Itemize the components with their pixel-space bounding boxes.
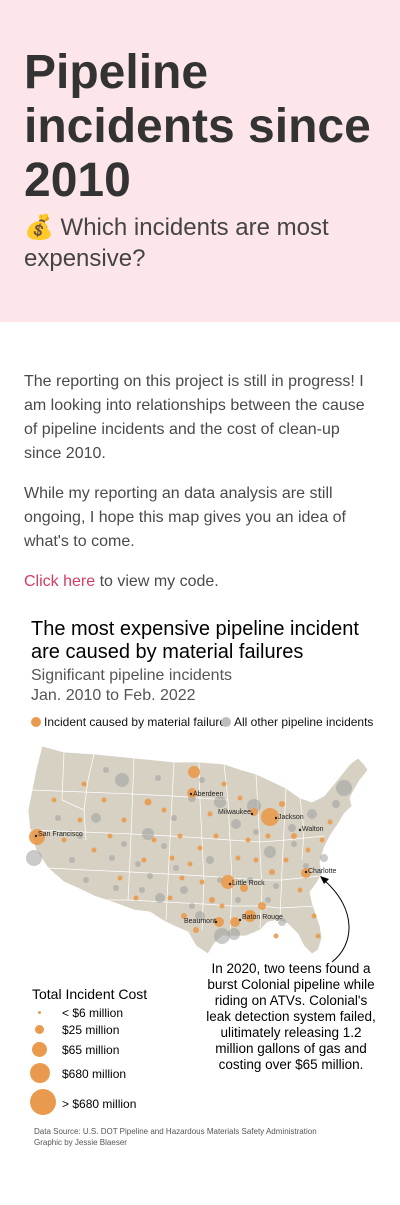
size-legend-row: $680 million [24, 1062, 204, 1088]
intro-paragraph-1: The reporting on this project is still i… [24, 373, 365, 462]
size-legend-label: > $680 million [62, 1097, 137, 1111]
graphic-subtitle-line-2: Jan. 2010 to Feb. 2022 [31, 687, 196, 704]
other-incident-dot-icon [221, 717, 231, 727]
size-circle-icon [32, 1042, 47, 1057]
page-subtitle: 💰 Which incidents are most expensive? [24, 214, 329, 272]
page-title: Pipeline incidents since 2010 [24, 46, 371, 207]
annotation-arrowhead-icon [320, 876, 329, 884]
city-label-walton: Walton [302, 826, 324, 833]
city-label-jackson: Jackson [278, 814, 304, 821]
size-legend-row: < $6 million [24, 1006, 204, 1032]
pipeline-map-graphic: The most expensive pipeline incident are… [24, 612, 384, 1157]
legend-other-label: All other pipeline incidents [234, 715, 374, 729]
size-circle-icon [30, 1089, 56, 1115]
size-legend-label: < $6 million [62, 1006, 124, 1020]
view-code-link[interactable]: Click here [24, 573, 96, 590]
graphic-title: The most expensive pipeline incident are… [31, 618, 359, 663]
graphic-subtitle: Significant pipeline incidents Jan. 2010… [31, 666, 371, 706]
legend-other-incidents: All other pipeline incidents [221, 714, 381, 730]
city-label-san-francisco: San Francisco [38, 831, 83, 838]
material-failure-dot-icon [31, 717, 41, 727]
size-circle-icon [38, 1011, 41, 1014]
size-circle-icon [35, 1025, 44, 1034]
us-incident-map: Aberdeen Milwaukee Jackson Walton San Fr… [26, 745, 369, 963]
city-label-charlotte: Charlotte [308, 868, 337, 875]
material-failure-points [29, 766, 333, 939]
source-credit: Data Source: U.S. DOT Pipeline and Hazar… [34, 1126, 364, 1148]
city-label-beaumont: Beaumont [184, 918, 216, 925]
size-legend-title: Total Incident Cost [32, 986, 148, 1002]
size-legend-label: $680 million [62, 1067, 127, 1081]
size-circle-icon [30, 1063, 50, 1083]
intro-paragraph-2: While my reporting an data analysis are … [24, 485, 346, 550]
legend-material-failure-label: Incident caused by material failure [44, 715, 227, 729]
hero-banner: Pipeline incidents since 2010 💰 Which in… [0, 0, 400, 322]
city-label-baton-rouge: Baton Rouge [242, 914, 283, 921]
state-borders [27, 751, 325, 937]
legend-material-failure: Incident caused by material failure [31, 714, 231, 730]
size-legend-row: > $680 million [24, 1089, 204, 1115]
graphic-subtitle-line-1: Significant pipeline incidents [31, 667, 233, 684]
size-legend-row: $25 million [24, 1022, 204, 1048]
city-label-milwaukee: Milwaukee [218, 809, 251, 816]
graphic-credit-line: Graphic by Jessie Blaeser [34, 1138, 127, 1147]
code-link-line: Click here to view my code. [24, 570, 376, 594]
size-legend-label: $65 million [62, 1043, 120, 1057]
city-labels: Aberdeen Milwaukee Jackson Walton San Fr… [34, 791, 337, 925]
data-source-line: Data Source: U.S. DOT Pipeline and Hazar… [34, 1127, 317, 1136]
annotation-arrow [323, 879, 350, 963]
colonial-pipeline-annotation: In 2020, two teens found a burst Colonia… [206, 961, 376, 1072]
size-legend-label: $25 million [62, 1023, 120, 1037]
city-label-little-rock: Little Rock [232, 880, 265, 887]
code-link-suffix: to view my code. [95, 573, 219, 590]
size-legend-row: $65 million [24, 1040, 204, 1066]
city-label-aberdeen: Aberdeen [193, 791, 223, 798]
